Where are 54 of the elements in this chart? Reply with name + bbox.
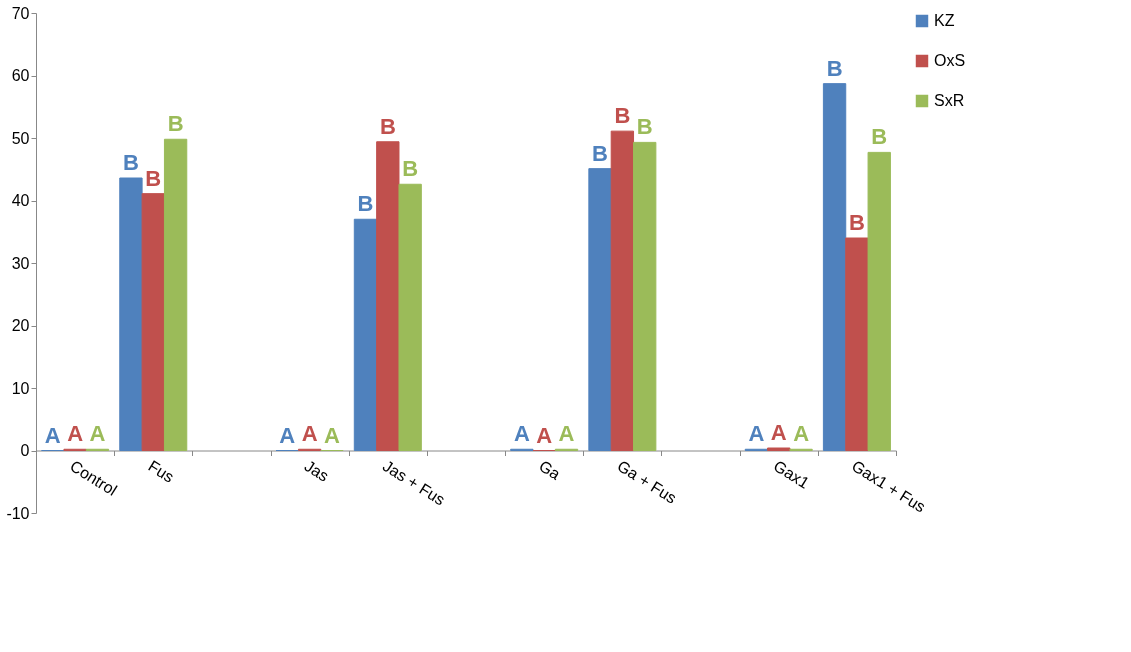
- bar: [867, 151, 891, 451]
- data-label: A: [770, 420, 787, 445]
- data-label: A: [44, 422, 61, 448]
- y-tick-label: 30: [11, 254, 30, 272]
- legend-label: KZ: [934, 12, 955, 29]
- y-tick-label: 60: [11, 67, 30, 84]
- data-label: B: [122, 150, 139, 175]
- data-label: A: [279, 422, 296, 448]
- x-tick-label: Jas + Fus: [379, 457, 449, 509]
- data-label: B: [636, 114, 653, 140]
- data-label: B: [145, 165, 162, 191]
- legend-label: SxR: [934, 92, 965, 109]
- bar: [163, 138, 188, 451]
- data-label: B: [379, 113, 396, 139]
- data-label: B: [848, 210, 865, 235]
- y-tick-label: 50: [11, 129, 30, 147]
- y-tick-label: -10: [6, 504, 30, 522]
- data-label: A: [301, 421, 318, 447]
- bar: [376, 141, 400, 451]
- data-label: A: [748, 421, 765, 447]
- data-label: A: [558, 421, 575, 447]
- data-label: A: [67, 421, 84, 447]
- data-label: A: [89, 421, 106, 447]
- legend-label: OxS: [934, 52, 966, 69]
- data-label: B: [167, 111, 184, 137]
- y-tick-label: 40: [11, 192, 30, 209]
- bar: [610, 130, 635, 451]
- x-tick-label: Fus: [145, 457, 177, 486]
- bar: [119, 177, 143, 451]
- bar: [822, 83, 847, 451]
- bar: [845, 237, 869, 451]
- data-label: A: [324, 422, 341, 448]
- data-label: B: [871, 124, 888, 150]
- x-tick-label: Ga: [536, 457, 564, 483]
- bar: [633, 141, 657, 451]
- y-tick-label: 70: [11, 4, 30, 22]
- bar: [398, 183, 422, 451]
- data-label: B: [826, 55, 843, 81]
- y-tick-label: 0: [20, 442, 30, 459]
- bar: [588, 168, 612, 451]
- data-label: B: [614, 103, 631, 129]
- data-label: A: [793, 421, 810, 447]
- data-label: B: [357, 191, 374, 217]
- bar: [767, 447, 791, 451]
- data-label: B: [592, 140, 608, 166]
- data-label: A: [513, 421, 530, 447]
- y-tick-label: 10: [11, 379, 30, 397]
- bar: [141, 193, 165, 451]
- bar: [353, 218, 378, 451]
- x-tick-label: Ga + Fus: [614, 457, 680, 507]
- y-tick-label: 20: [11, 317, 30, 334]
- data-label: A: [536, 422, 553, 448]
- x-tick-label: Jas: [301, 457, 332, 485]
- data-label: B: [402, 156, 419, 182]
